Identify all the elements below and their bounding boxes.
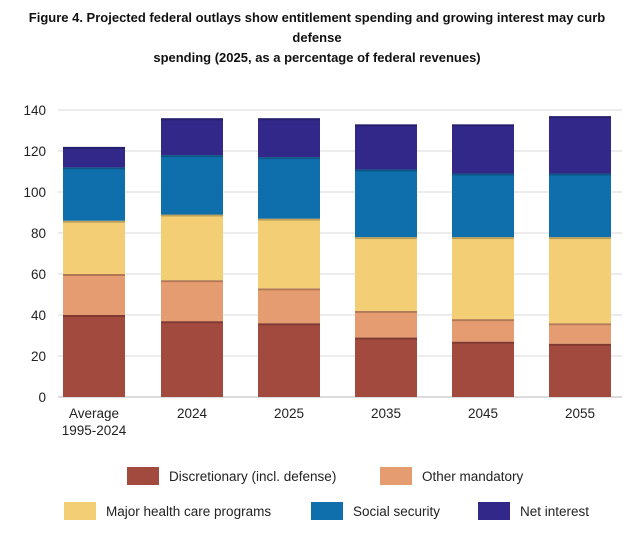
bar-segment: [63, 315, 125, 397]
bar-segment: [161, 155, 223, 215]
bar-segment: [63, 274, 125, 315]
x-tick-label: 2055: [565, 406, 595, 421]
bar-segment: [549, 173, 611, 238]
bar-segment: [549, 323, 611, 344]
bar-segment: [452, 341, 514, 397]
y-tick-label: 20: [31, 349, 46, 364]
x-tick-label: Average: [69, 406, 119, 421]
x-tick-label: 1995-2024: [62, 423, 127, 438]
bar-segment: [258, 118, 320, 158]
bar-segment: [549, 116, 611, 174]
y-tick-label: 40: [31, 308, 46, 323]
legend-label: Discretionary (incl. defense): [169, 469, 336, 484]
bar-segment: [452, 173, 514, 238]
legend-swatch: [311, 502, 343, 520]
legend-label: Other mandatory: [422, 469, 524, 484]
bar-segment: [63, 146, 125, 168]
x-tick-label: 2024: [177, 406, 208, 421]
bar-segment: [355, 310, 417, 338]
legend-swatch: [127, 467, 159, 485]
bar-segment: [63, 220, 125, 274]
bar-segment: [452, 124, 514, 174]
bar-segment: [355, 124, 417, 170]
bar-segment: [355, 169, 417, 238]
x-tick-label: 2045: [468, 406, 498, 421]
title-line-2: spending (2025, as a percentage of feder…: [153, 50, 481, 65]
y-tick-label: 80: [31, 226, 46, 241]
bar-segment: [549, 237, 611, 324]
bar-segment: [258, 157, 320, 219]
bar-segment: [63, 167, 125, 221]
x-tick-label: 2025: [274, 406, 304, 421]
bar-segment: [161, 280, 223, 322]
chart-title: Figure 4. Projected federal outlays show…: [10, 8, 624, 68]
y-tick-label: 0: [38, 390, 46, 405]
bar-segment: [258, 288, 320, 324]
legend-label: Major health care programs: [106, 504, 271, 519]
y-tick-label: 60: [31, 267, 46, 282]
bar-segment: [161, 321, 223, 397]
y-tick-label: 120: [23, 144, 46, 159]
y-tick-label: 100: [23, 185, 46, 200]
bar-segment: [161, 214, 223, 281]
title-line-1: Figure 4. Projected federal outlays show…: [28, 10, 606, 45]
legend-label: Social security: [353, 504, 440, 519]
bar-segment: [258, 218, 320, 289]
x-tick-label: 2035: [371, 406, 401, 421]
legend-swatch: [478, 502, 510, 520]
bar-segment: [452, 319, 514, 342]
y-tick-label: 140: [23, 103, 46, 118]
bar-segment: [258, 323, 320, 397]
bar-segment: [549, 343, 611, 397]
bar-segment: [355, 337, 417, 397]
bar-segment: [161, 118, 223, 156]
legend-label: Net interest: [520, 504, 589, 519]
bar-segment: [355, 237, 417, 311]
legend-swatch: [380, 467, 412, 485]
bar-segment: [452, 237, 514, 320]
legend-swatch: [64, 502, 96, 520]
